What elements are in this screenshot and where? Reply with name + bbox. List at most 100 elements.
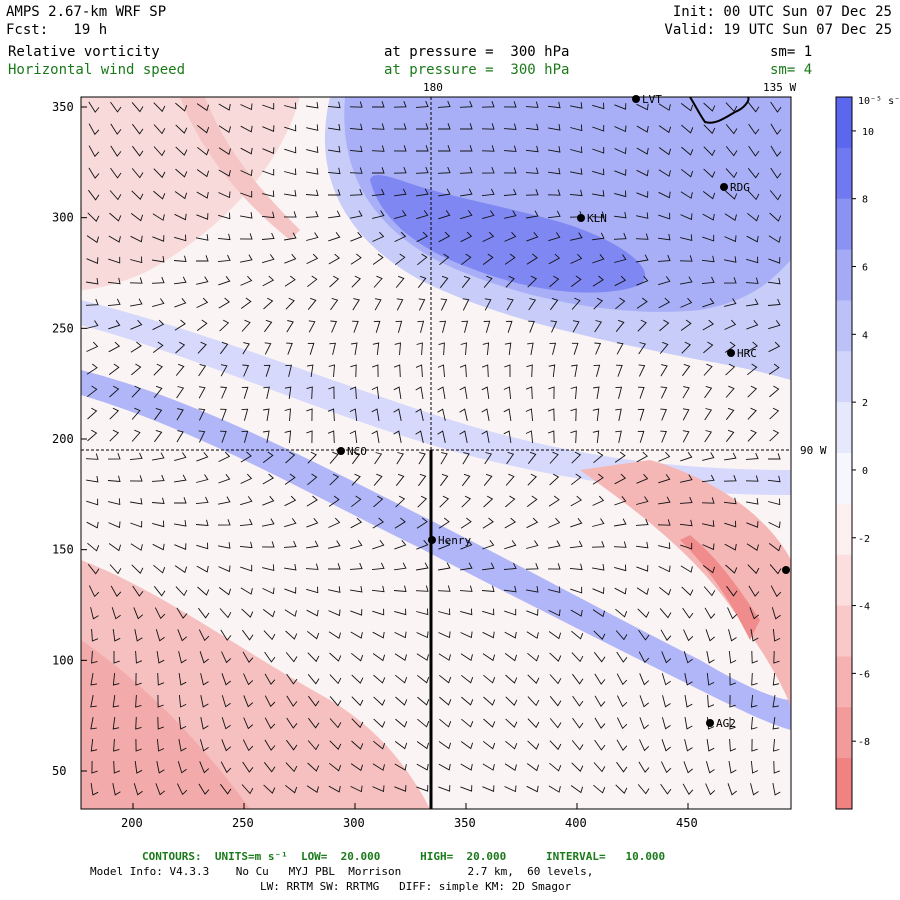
wind-barb [570, 785, 584, 794]
wind-barb [264, 342, 272, 355]
wind-barb [658, 474, 671, 484]
wind-barb [613, 541, 627, 548]
wind-barb [658, 125, 672, 134]
wind-barb [395, 473, 405, 486]
wind-barb [200, 695, 209, 708]
station-marker [706, 719, 714, 727]
wind-barb [351, 275, 361, 288]
wind-barb [549, 451, 559, 464]
wind-barb [526, 364, 533, 378]
wind-barb [723, 475, 737, 482]
wind-barb [108, 341, 121, 353]
wind-barb [702, 319, 714, 331]
wind-barb [484, 452, 493, 465]
wind-barb [527, 652, 540, 662]
wind-barb [394, 562, 407, 571]
wind-barb [240, 496, 253, 506]
wind-barb [156, 738, 165, 752]
wind-barb [461, 473, 471, 487]
wind-barb [460, 188, 473, 197]
colorbar-tick-label: -4 [858, 602, 870, 613]
wind-barb [86, 257, 99, 264]
colorbar-tick-label: 0 [862, 466, 868, 477]
wind-barb [701, 276, 715, 285]
wind-barb [113, 651, 120, 664]
wind-barb [112, 695, 120, 708]
wind-barb [284, 609, 297, 617]
wind-barb [262, 609, 276, 618]
wind-barb [729, 738, 737, 752]
wind-barb [503, 585, 517, 593]
wind-barb [154, 429, 163, 443]
wind-barb [262, 169, 275, 176]
station-marker [632, 95, 640, 103]
wind-barb [437, 430, 446, 443]
wind-barb [263, 408, 270, 421]
wind-barb [283, 540, 297, 548]
wind-barb [157, 672, 165, 686]
wind-barb [284, 124, 297, 132]
wind-barb [200, 673, 209, 686]
wind-barb [151, 497, 165, 505]
wind-barb [372, 653, 386, 662]
wind-barb [680, 319, 692, 331]
colorbar-segment [836, 249, 852, 301]
wind-barb [639, 695, 649, 708]
wind-barb [616, 673, 628, 686]
wind-barb [707, 694, 715, 708]
wind-barb [683, 651, 693, 664]
wind-barb [505, 674, 518, 684]
wind-barb [769, 190, 782, 201]
wind-barb [178, 716, 187, 730]
wind-barb [572, 717, 584, 729]
wind-barb [393, 123, 407, 130]
wind-barb [284, 386, 292, 399]
wind-barb [129, 277, 143, 284]
wind-barb [548, 386, 555, 400]
wind-barb [460, 210, 473, 220]
wind-barb [135, 716, 142, 730]
wind-barb [219, 608, 232, 619]
station-marker [577, 214, 585, 222]
wind-barb [372, 540, 385, 550]
wind-barb [372, 517, 384, 529]
wind-barb [483, 696, 496, 706]
wind-barb [328, 145, 341, 153]
wind-barb [372, 210, 385, 219]
wind-barb [659, 608, 672, 619]
wind-barb [461, 275, 471, 288]
wind-barb [261, 211, 275, 219]
wind-barb [88, 101, 100, 113]
wind-barb [88, 189, 100, 201]
wind-barb [615, 408, 622, 421]
wind-barb [88, 585, 100, 598]
wind-barb [113, 738, 120, 752]
wind-barb [135, 738, 142, 752]
wind-barb [328, 586, 341, 593]
wind-barb [395, 275, 405, 288]
wind-barb [107, 277, 121, 285]
wind-barb [85, 453, 99, 460]
wind-barb [330, 297, 339, 311]
wind-barb [174, 298, 187, 308]
wind-barb [416, 539, 429, 550]
wind-barb [769, 385, 780, 398]
wind-barb [154, 607, 166, 620]
wind-barb [592, 473, 604, 485]
wind-barb [328, 495, 340, 507]
wind-barb [769, 564, 782, 575]
wind-barb [616, 364, 623, 377]
wind-barb [130, 543, 143, 551]
wind-barb [109, 385, 120, 398]
wind-barb [394, 631, 407, 639]
wind-barb [87, 407, 98, 420]
wind-barb [548, 253, 561, 265]
wind-barb [548, 540, 561, 549]
wind-barb [440, 298, 448, 311]
wind-barb [175, 124, 188, 134]
wind-barb [570, 430, 577, 444]
wind-barb [307, 630, 320, 640]
wind-barb [660, 408, 667, 421]
wind-barb [680, 565, 693, 573]
wind-barb [746, 543, 759, 552]
